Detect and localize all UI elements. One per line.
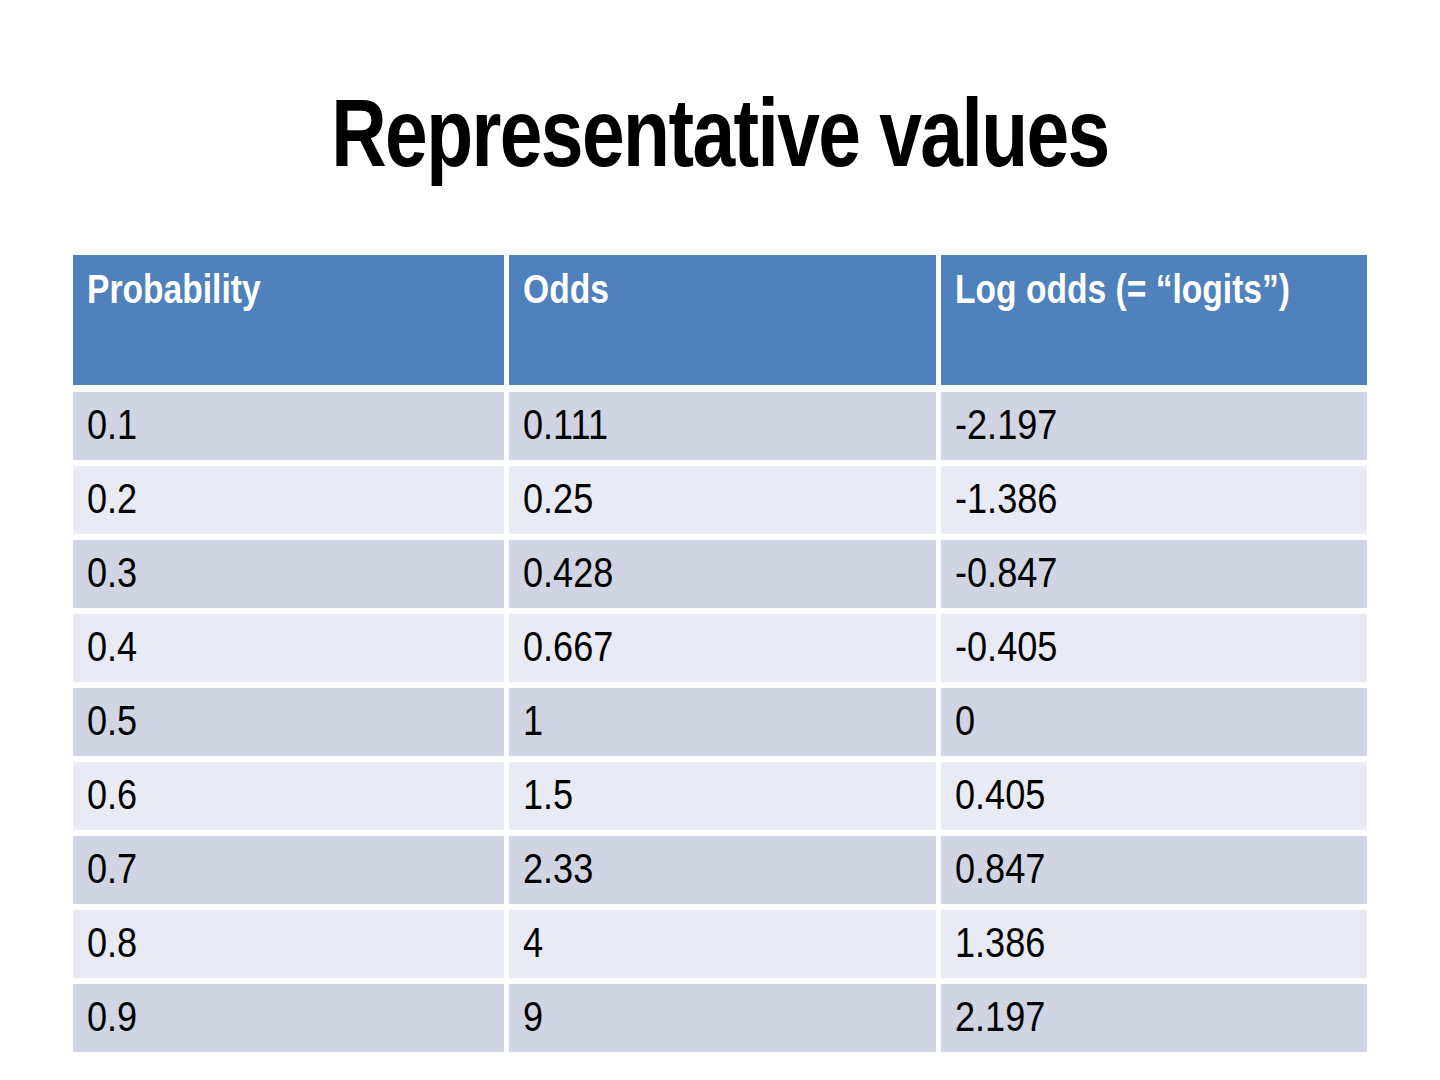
cell-text: 0.8 <box>87 918 137 967</box>
cell-log-odds: 1.386 <box>936 910 1367 984</box>
slide: Representative values Probability Odds L… <box>0 0 1440 1080</box>
cell-text: 2.197 <box>955 992 1045 1041</box>
cell-probability: 0.7 <box>73 836 504 910</box>
cell-text: 1.5 <box>523 770 573 819</box>
cell-probability: 0.6 <box>73 762 504 836</box>
cell-odds: 9 <box>504 984 935 1058</box>
cell-text: 0.428 <box>523 548 613 597</box>
table-row: 0.6 1.5 0.405 <box>73 762 1367 836</box>
representative-values-table: Probability Odds Log odds (= “logits”) 0… <box>73 255 1367 1058</box>
cell-text: 0.111 <box>523 400 608 449</box>
cell-probability: 0.8 <box>73 910 504 984</box>
cell-odds: 0.25 <box>504 466 935 540</box>
cell-odds: 0.428 <box>504 540 935 614</box>
cell-text: 0.405 <box>955 770 1045 819</box>
cell-text: -1.386 <box>955 474 1057 523</box>
cell-text: 0.847 <box>955 844 1045 893</box>
table-row: 0.8 4 1.386 <box>73 910 1367 984</box>
cell-text: 4 <box>523 918 543 967</box>
cell-text: 0.1 <box>87 400 137 449</box>
table-row: 0.5 1 0 <box>73 688 1367 762</box>
cell-text: 1 <box>523 696 543 745</box>
table-row: 0.1 0.111 -2.197 <box>73 392 1367 466</box>
cell-log-odds: 0 <box>936 688 1367 762</box>
cell-text: 0.7 <box>87 844 137 893</box>
cell-text: -0.847 <box>955 548 1057 597</box>
table-row: 0.2 0.25 -1.386 <box>73 466 1367 540</box>
cell-text: 0.9 <box>87 992 137 1041</box>
column-header-text: Probability <box>87 263 496 316</box>
cell-text: 2.33 <box>523 844 593 893</box>
cell-probability: 0.4 <box>73 614 504 688</box>
column-header-odds: Odds <box>504 255 935 392</box>
cell-odds: 1.5 <box>504 762 935 836</box>
cell-log-odds: 0.405 <box>936 762 1367 836</box>
cell-odds: 0.667 <box>504 614 935 688</box>
cell-text: 0.25 <box>523 474 593 523</box>
cell-probability: 0.9 <box>73 984 504 1058</box>
cell-odds: 0.111 <box>504 392 935 466</box>
cell-probability: 0.3 <box>73 540 504 614</box>
cell-odds: 2.33 <box>504 836 935 910</box>
cell-log-odds: 2.197 <box>936 984 1367 1058</box>
slide-title: Representative values <box>0 78 1440 188</box>
table-row: 0.9 9 2.197 <box>73 984 1367 1058</box>
table-row: 0.7 2.33 0.847 <box>73 836 1367 910</box>
table-row: 0.3 0.428 -0.847 <box>73 540 1367 614</box>
table-header-row: Probability Odds Log odds (= “logits”) <box>73 255 1367 392</box>
cell-text: 0.6 <box>87 770 137 819</box>
cell-odds: 1 <box>504 688 935 762</box>
cell-probability: 0.2 <box>73 466 504 540</box>
cell-text: -2.197 <box>955 400 1057 449</box>
cell-text: 0.2 <box>87 474 137 523</box>
slide-title-text: Representative values <box>331 78 1108 188</box>
column-header-probability: Probability <box>73 255 504 392</box>
cell-text: 0.5 <box>87 696 137 745</box>
cell-log-odds: -0.847 <box>936 540 1367 614</box>
table-body: 0.1 0.111 -2.197 0.2 0.25 -1.386 0.3 0.4… <box>73 392 1367 1058</box>
column-header-log-odds: Log odds (= “logits”) <box>936 255 1367 392</box>
cell-probability: 0.5 <box>73 688 504 762</box>
cell-text: 0.3 <box>87 548 137 597</box>
table-header: Probability Odds Log odds (= “logits”) <box>73 255 1367 392</box>
cell-log-odds: -1.386 <box>936 466 1367 540</box>
cell-text: 0 <box>955 696 975 745</box>
cell-odds: 4 <box>504 910 935 984</box>
cell-text: 0.667 <box>523 622 613 671</box>
cell-text: 9 <box>523 992 543 1041</box>
cell-probability: 0.1 <box>73 392 504 466</box>
column-header-text: Odds <box>523 263 927 316</box>
cell-log-odds: 0.847 <box>936 836 1367 910</box>
cell-log-odds: -2.197 <box>936 392 1367 466</box>
column-header-text: Log odds (= “logits”) <box>955 263 1359 316</box>
cell-text: -0.405 <box>955 622 1057 671</box>
cell-text: 1.386 <box>955 918 1045 967</box>
cell-log-odds: -0.405 <box>936 614 1367 688</box>
table-row: 0.4 0.667 -0.405 <box>73 614 1367 688</box>
cell-text: 0.4 <box>87 622 137 671</box>
